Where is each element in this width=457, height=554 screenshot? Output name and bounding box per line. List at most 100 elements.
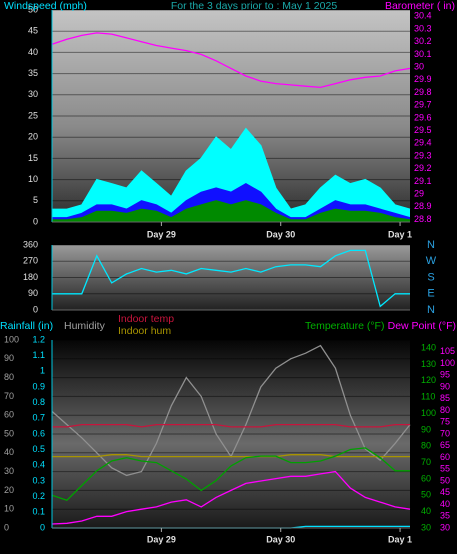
- series-name: Indoor temp: [118, 313, 174, 325]
- y-tick-label: 29.5: [414, 125, 432, 135]
- y-tick-label: 120: [421, 375, 436, 385]
- y-tick-label: 80: [440, 405, 450, 415]
- y-tick-label: 140: [421, 343, 436, 353]
- plot-area: [52, 340, 410, 528]
- series-line: [51, 470, 411, 525]
- y-tick-label: 0.8: [32, 397, 45, 407]
- y-tick-label: 75: [440, 417, 450, 427]
- y-tick-label: 1.2: [32, 334, 45, 344]
- y-tick-label: 50: [28, 4, 38, 14]
- y-tick-label: 90: [440, 381, 450, 391]
- y-tick-label: 90: [4, 353, 14, 363]
- y-tick-label: 29.1: [414, 176, 432, 186]
- y-tick-label: 0: [40, 522, 45, 532]
- y-tick-label: 30: [440, 522, 450, 532]
- series-name: Indoor hum: [118, 325, 171, 337]
- y-tick-label: 100: [4, 334, 19, 344]
- y-tick-label: 20: [28, 132, 38, 142]
- y-tick-label: 5: [33, 195, 38, 205]
- y-tick-label: 110: [421, 392, 435, 402]
- y-tick-label: 100: [440, 358, 455, 368]
- series-area: [52, 200, 410, 222]
- y-tick-label: N: [427, 304, 435, 316]
- y-tick-label: 70: [440, 428, 450, 438]
- y-tick-label: 105: [440, 346, 455, 356]
- y-tick-label: 270: [23, 256, 38, 266]
- y-tick-label: 60: [421, 473, 431, 483]
- y-tick-label: 90: [421, 424, 431, 434]
- y-tick-label: 29.9: [414, 74, 432, 84]
- y-tick-label: 30.4: [414, 11, 432, 21]
- y-tick-label: 0: [33, 304, 38, 314]
- y-tick-label: 1.1: [32, 350, 45, 360]
- y-tick-label: 0.2: [32, 491, 45, 501]
- series-line: [52, 183, 411, 219]
- y-tick-label: 29.8: [414, 87, 432, 97]
- axis-title: Barometer ( in): [385, 0, 455, 12]
- series-line: [52, 454, 410, 458]
- y-tick-label: 360: [23, 239, 38, 249]
- y-tick-label: 29.4: [414, 138, 432, 148]
- y-tick-label: E: [427, 288, 434, 300]
- series-line: [52, 200, 411, 221]
- y-tick-label: 1: [40, 366, 45, 376]
- y-tick-label: 28.8: [414, 214, 432, 224]
- y-tick-label: 40: [4, 447, 14, 457]
- y-tick-label: 30: [414, 62, 424, 72]
- y-tick-label: 29.6: [414, 112, 432, 122]
- y-tick-label: 180: [23, 272, 38, 282]
- y-tick-label: 40: [421, 506, 431, 516]
- y-tick-label: 28.9: [414, 201, 432, 211]
- axis-title: Dew Point (°F): [388, 320, 456, 332]
- axis-title: Rainfall (in): [0, 320, 53, 332]
- y-tick-label: S: [427, 271, 434, 283]
- y-tick-label: 70: [421, 457, 431, 467]
- y-tick-label: 30: [28, 89, 38, 99]
- y-tick-label: 30: [421, 522, 431, 532]
- y-tick-label: W: [426, 255, 437, 267]
- y-tick-label: 60: [440, 452, 450, 462]
- x-tick-label: Day 29: [147, 229, 176, 239]
- series-line: [52, 423, 410, 428]
- y-tick-label: 0.3: [32, 475, 45, 485]
- y-tick-label: 40: [440, 499, 450, 509]
- y-tick-label: 35: [28, 68, 38, 78]
- y-tick-label: 50: [440, 475, 450, 485]
- x-tick-label: Day 30: [266, 229, 295, 239]
- y-tick-label: 0.4: [32, 460, 45, 470]
- y-tick-label: 30: [4, 466, 14, 476]
- y-tick-label: 80: [421, 441, 431, 451]
- x-tick-label: Day 29: [147, 534, 176, 544]
- y-tick-label: 0.7: [32, 413, 45, 423]
- plot-area: [52, 245, 410, 310]
- y-tick-label: 50: [4, 428, 14, 438]
- y-tick-label: 100: [421, 408, 436, 418]
- y-tick-label: 0.6: [32, 428, 45, 438]
- series-area: [52, 128, 410, 222]
- y-tick-label: 29.2: [414, 163, 432, 173]
- y-tick-label: 0: [33, 216, 38, 226]
- y-tick-label: 80: [4, 372, 14, 382]
- y-tick-label: 29.7: [414, 100, 432, 110]
- y-tick-label: 30.3: [414, 23, 432, 33]
- y-tick-label: 0.9: [32, 381, 45, 391]
- x-tick-label: Day 1: [388, 229, 412, 239]
- y-tick-label: 85: [440, 393, 450, 403]
- y-tick-label: 45: [28, 26, 38, 36]
- axis-title: Windspeed (mph): [4, 0, 87, 12]
- y-tick-label: 0: [4, 522, 9, 532]
- y-tick-label: 29.3: [414, 150, 432, 160]
- y-tick-label: 70: [4, 391, 14, 401]
- y-tick-label: 30.2: [414, 36, 432, 46]
- x-tick-label: Day 30: [266, 534, 295, 544]
- y-tick-label: 40: [28, 47, 38, 57]
- y-tick-label: 130: [421, 359, 436, 369]
- x-tick-label: Day 1: [388, 534, 412, 544]
- y-tick-label: 35: [440, 511, 450, 521]
- y-tick-label: 0.1: [32, 507, 45, 517]
- y-tick-label: 60: [4, 410, 14, 420]
- chart-title: For the 3 days prior to : May 1 2025: [171, 0, 337, 12]
